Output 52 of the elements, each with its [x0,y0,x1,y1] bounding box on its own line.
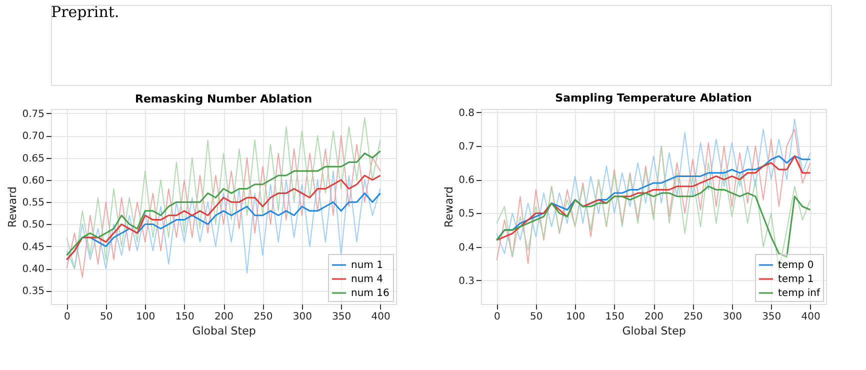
line-series [496,145,811,271]
chart-title: Sampling Temperature Ablation [555,91,752,104]
y-tick-label: 0.4 [458,242,474,254]
x-tick-label: 400 [371,312,390,322]
y-tick-label: 0.65 [22,153,44,164]
x-tick-label: 0 [64,312,70,322]
x-axis-title: Global Step [622,324,686,338]
legend-label: temp inf [778,288,820,299]
text: Preprint. [51,3,120,21]
x-tick-label: 250 [684,312,703,322]
legend-label: num 16 [351,288,390,299]
x-tick-label: 50 [530,312,543,322]
y-tick-label: 0.35 [22,286,44,298]
y-axis-title: Reward [6,186,20,228]
x-tick-label: 0 [494,312,500,322]
y-tick-label: 0.50 [22,220,44,231]
y-tick-label: 0.8 [458,108,474,119]
y-tick-label: 0.70 [22,131,44,142]
y-tick-label: 0.6 [458,175,474,186]
x-tick-label: 250 [254,312,273,322]
chart-title: Remasking Number Ablation [134,92,312,106]
line-series [66,170,381,274]
y-tick-label: 0.7 [458,141,474,152]
line-series [66,117,381,270]
legend-label: temp 1 [778,274,814,285]
x-tick-label: 100 [136,312,156,322]
x-tick-label: 350 [332,312,352,322]
x-axis-title: Global Step [192,324,256,338]
legend-label: num 1 [351,260,383,271]
x-tick-label: 400 [801,312,820,322]
x-tick-label: 150 [605,312,624,322]
x-tick-label: 50 [100,312,113,322]
y-tick-label: 0.60 [22,175,44,186]
y-tick-label: 0.3 [458,276,474,287]
x-tick-label: 350 [762,312,782,322]
y-tick-label: 0.75 [22,108,44,120]
x-tick-label: 150 [175,312,194,322]
y-tick-label: 0.40 [22,264,44,276]
x-tick-label: 100 [566,312,586,322]
y-axis-title: Reward [442,186,456,228]
line-series [496,186,812,258]
legend-label: num 4 [351,274,383,285]
line-series [66,150,382,256]
legend-label: temp 0 [778,260,814,271]
x-tick-label: 300 [292,312,312,322]
y-tick-label: 0.55 [22,198,44,209]
line-series [66,174,382,260]
y-tick-label: 0.5 [458,208,474,220]
y-tick-label: 0.45 [22,242,44,253]
x-tick-label: 300 [722,312,742,322]
x-tick-label: 200 [214,312,234,322]
x-tick-label: 200 [644,312,664,322]
